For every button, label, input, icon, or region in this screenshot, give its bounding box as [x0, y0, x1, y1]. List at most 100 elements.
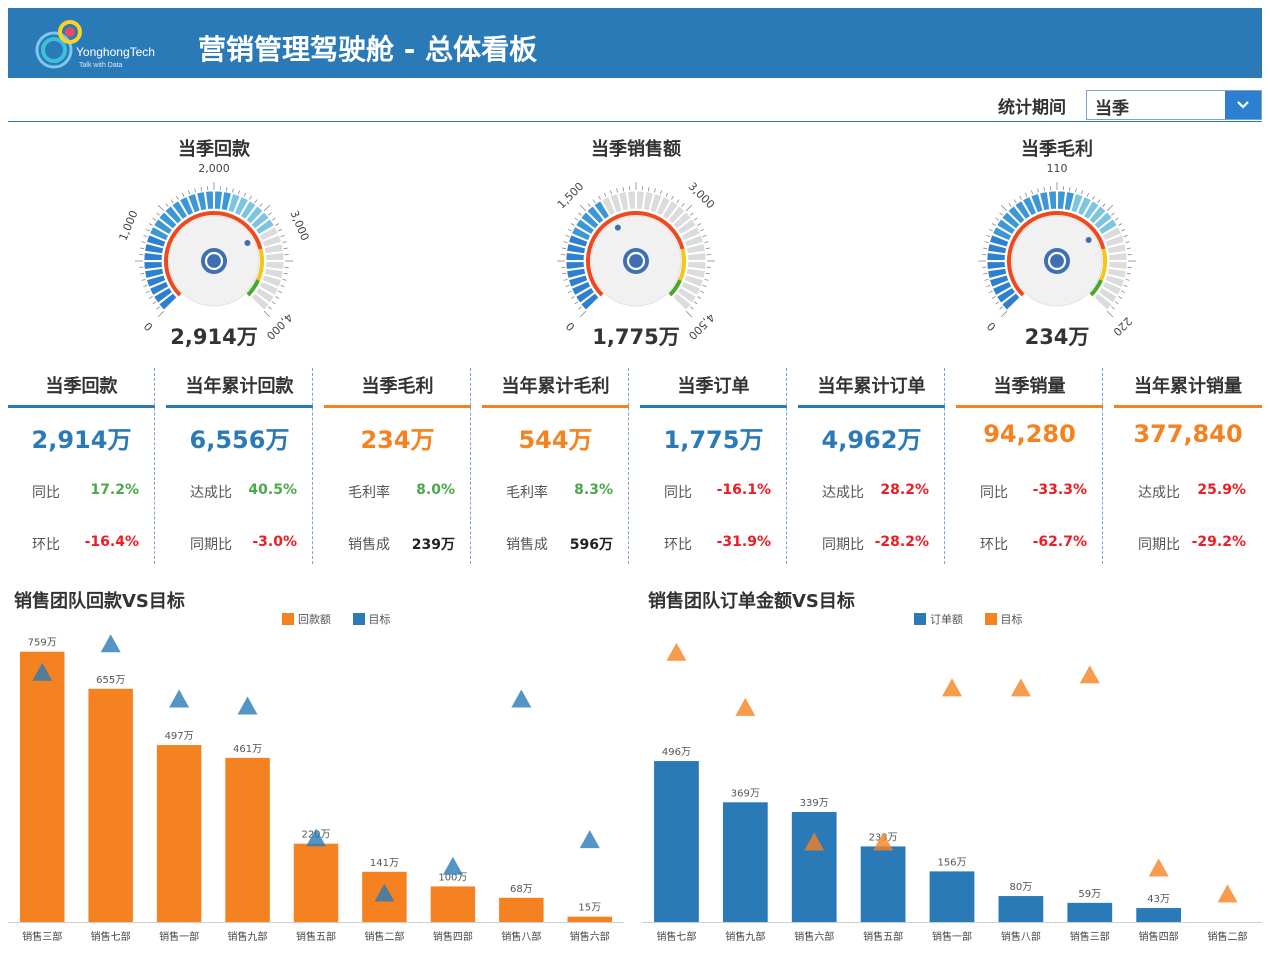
gauge-tick [1074, 188, 1077, 193]
gauge-tick [986, 234, 991, 238]
kpi-metric-label: 达成比 [1138, 485, 1180, 501]
gauge-hub-ring [204, 251, 224, 271]
target-marker [942, 678, 962, 697]
gauge-segment [565, 252, 585, 261]
gauge-tick [200, 187, 203, 192]
gauge-tick [983, 247, 988, 250]
gauge-segment [677, 286, 697, 304]
gauge-segment [992, 280, 1013, 296]
kpi-metric-row: 同比 -16.1% [640, 472, 787, 508]
bar-value-label: 497万 [165, 731, 194, 742]
kpi-metric-label: 销售成 [348, 537, 390, 553]
bar-value-label: 461万 [233, 744, 262, 755]
kpi-title: 当年累计回款 [166, 368, 313, 408]
gauge-tick [282, 278, 287, 281]
gauge-segment [1039, 191, 1051, 212]
period-dropdown-button[interactable] [1225, 91, 1261, 119]
kpi-divider [628, 368, 629, 564]
kpi-title: 当季订单 [640, 368, 787, 408]
gauge-tick [702, 234, 707, 238]
gauge-tick [567, 290, 572, 294]
gauge-tick [1125, 278, 1130, 281]
bar-value-label: 68万 [510, 884, 533, 895]
gauge-tick [562, 272, 567, 275]
gauge-tick [653, 188, 656, 193]
gauge-tick [587, 203, 591, 207]
gauge-tick [690, 212, 694, 216]
gauge-red-band [1007, 211, 1106, 297]
kpi-value: 94,280 [983, 420, 1076, 448]
gauge-hub [623, 248, 649, 274]
gauge-segment [258, 226, 279, 242]
gauge-tick [1080, 190, 1084, 195]
legend-item[interactable]: 目标 [984, 611, 1023, 627]
gauge-tick [988, 228, 993, 232]
category-label: 销售四部 [433, 930, 473, 943]
legend-item[interactable]: 回款额 [282, 611, 331, 627]
gauge-segment [1108, 252, 1128, 261]
gauge-tick [999, 306, 1003, 310]
gauge-segment [1007, 205, 1026, 225]
bar [1136, 908, 1182, 922]
gauge-segment [593, 200, 611, 220]
gauge-segment [144, 267, 165, 279]
kpi-metric-value: -33.3% [1032, 482, 1087, 498]
target-marker [804, 832, 825, 851]
chart-title-receipts: 销售团队回款VS目标 [14, 591, 185, 612]
kpi-metric-label: 同比 [664, 485, 692, 501]
kpi-metric-label: 毛利率 [506, 485, 548, 501]
gauge-tick [986, 284, 991, 288]
kpi-divider [312, 368, 313, 564]
gauge-tick [647, 187, 650, 192]
gauge-tick [275, 223, 280, 226]
gauge-tick [249, 195, 252, 200]
gauge-segment [575, 218, 595, 236]
kpi-value: 6,556万 [189, 426, 290, 454]
kpi-metric-value: 596万 [569, 537, 613, 553]
gauge-tick [563, 278, 568, 281]
gauge-segment [1014, 200, 1032, 220]
kpi-metric-row: 毛利率 8.3% [482, 472, 629, 508]
gauge-segment [1106, 267, 1127, 279]
gauge-tick [622, 187, 625, 192]
kpi-metric-label: 销售成 [506, 537, 548, 553]
kpi-title: 当年累计销量 [1114, 368, 1262, 408]
gauge-segment [1098, 286, 1118, 304]
gauge-tick [697, 296, 702, 299]
gauge-tick [1118, 223, 1123, 226]
gauge-segment [1101, 226, 1122, 242]
target-marker [32, 662, 53, 681]
gauge-tick [140, 247, 145, 250]
gauge-segment [258, 280, 279, 296]
gauge-tick [271, 301, 276, 305]
gauge-tick [984, 278, 989, 281]
gauge-tick [1121, 290, 1126, 294]
gauge-tick [705, 272, 710, 275]
gauge-segment [1108, 261, 1128, 270]
gauge-tick [991, 223, 996, 226]
gauge-tick [1118, 296, 1123, 299]
bar [88, 688, 133, 922]
gauge-tick [659, 190, 663, 195]
gauge-segment [1048, 190, 1057, 210]
legend-item[interactable]: 目标 [352, 611, 391, 627]
gauge-segment [618, 191, 630, 212]
kpi-card: 当季销量 94,280 同比 -33.3% 环比 -62.7% [956, 368, 1103, 568]
gauge-segment [1063, 191, 1075, 212]
period-select[interactable]: 当季 [1086, 90, 1262, 120]
legend-item[interactable]: 订单额 [914, 611, 963, 627]
gauge-segment [153, 286, 173, 304]
gauge-segment [987, 267, 1008, 279]
receipts-vs-target-chart: 759万销售三部655万销售七部497万销售一部461万销售九部220万销售五部… [8, 634, 624, 943]
gauge-segment [146, 274, 167, 288]
bar [929, 871, 975, 922]
gauge-tick [1008, 203, 1012, 207]
gauge-segment [1093, 292, 1113, 311]
gauge-segment [149, 226, 170, 242]
logo-name: YonghongTech [76, 45, 155, 59]
bar [430, 886, 476, 922]
logo-icon [35, 20, 82, 69]
gauge-tick [700, 228, 705, 232]
kpi-metric-row: 达成比 25.9% [1114, 472, 1262, 508]
gauge-segment [153, 218, 173, 236]
